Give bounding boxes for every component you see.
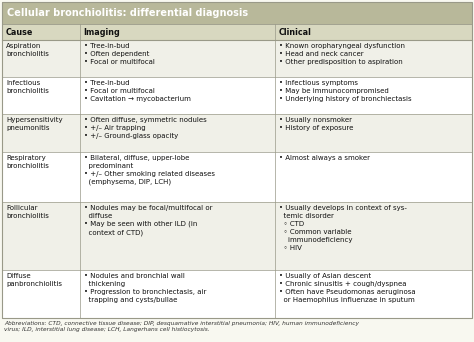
Text: Abbreviations: CTD, connective tissue disease; DIP, desquamative interstitial pn: Abbreviations: CTD, connective tissue di… xyxy=(4,321,359,332)
Bar xyxy=(2,270,472,318)
Bar xyxy=(2,24,472,40)
Text: • Usually of Asian descent
• Chronic sinusitis + cough/dyspnea
• Often have Pseu: • Usually of Asian descent • Chronic sin… xyxy=(279,273,415,303)
Bar xyxy=(2,115,472,152)
Text: Hypersensitivity
pneumonitis: Hypersensitivity pneumonitis xyxy=(6,117,63,131)
Text: • Nodules and bronchial wall
  thickening
• Progression to bronchiectasis, air
 : • Nodules and bronchial wall thickening … xyxy=(83,273,206,303)
Text: • Tree-in-bud
• Often dependent
• Focal or multifocal: • Tree-in-bud • Often dependent • Focal … xyxy=(83,43,155,65)
Text: Cellular bronchiolitis: differential diagnosis: Cellular bronchiolitis: differential dia… xyxy=(7,9,248,18)
Bar xyxy=(2,77,472,115)
Text: • Often diffuse, symmetric nodules
• +/– Air trapping
• +/– Ground-glass opacity: • Often diffuse, symmetric nodules • +/–… xyxy=(83,117,206,140)
Text: Infectious
bronchiolitis: Infectious bronchiolitis xyxy=(6,80,49,94)
Text: • Usually develops in context of sys-
  temic disorder
  ◦ CTD
  ◦ Common variab: • Usually develops in context of sys- te… xyxy=(279,205,407,251)
Text: • Nodules may be focal/multifocal or
  diffuse
• May be seen with other ILD (in
: • Nodules may be focal/multifocal or dif… xyxy=(83,205,212,236)
Text: • Usually nonsmoker
• History of exposure: • Usually nonsmoker • History of exposur… xyxy=(279,117,353,131)
Bar xyxy=(2,152,472,202)
Text: Imaging: Imaging xyxy=(83,28,120,37)
Text: Aspiration
bronchiolitis: Aspiration bronchiolitis xyxy=(6,43,49,57)
Text: • Almost always a smoker: • Almost always a smoker xyxy=(279,155,370,161)
Bar xyxy=(2,202,472,270)
Text: Diffuse
panbronchiolitis: Diffuse panbronchiolitis xyxy=(6,273,62,287)
Text: Clinical: Clinical xyxy=(279,28,311,37)
Text: • Tree-in-bud
• Focal or multifocal
• Cavitation → mycobacterium: • Tree-in-bud • Focal or multifocal • Ca… xyxy=(83,80,191,102)
Text: Respiratory
bronchiolitis: Respiratory bronchiolitis xyxy=(6,155,49,169)
Text: • Bilateral, diffuse, upper-lobe
  predominant
• +/– Other smoking related disea: • Bilateral, diffuse, upper-lobe predomi… xyxy=(83,155,215,185)
Text: • Infectious symptoms
• May be immunocompromised
• Underlying history of bronchi: • Infectious symptoms • May be immunocom… xyxy=(279,80,411,102)
Text: Follicular
bronchiolitis: Follicular bronchiolitis xyxy=(6,205,49,219)
Bar xyxy=(2,40,472,77)
Bar xyxy=(2,2,472,24)
Text: Cause: Cause xyxy=(6,28,33,37)
Text: • Known oropharyngeal dysfunction
• Head and neck cancer
• Other predisposition : • Known oropharyngeal dysfunction • Head… xyxy=(279,43,405,65)
